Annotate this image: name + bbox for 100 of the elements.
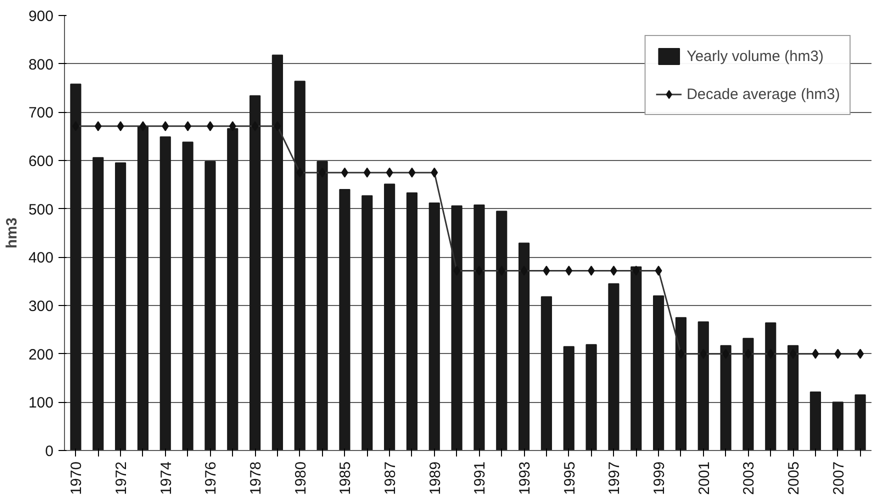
bar [316, 160, 328, 450]
point [834, 348, 842, 359]
bar [810, 392, 821, 450]
point [252, 121, 259, 132]
bar [384, 184, 396, 450]
bar [92, 157, 104, 450]
x-tick-label: 1974 [158, 461, 175, 495]
bar [742, 338, 754, 450]
x-tick-label: 1980 [292, 461, 310, 495]
bar [182, 142, 194, 450]
bar [272, 54, 283, 450]
x-tick-label: 1985 [337, 461, 354, 495]
bar [250, 95, 261, 450]
bar [518, 242, 530, 450]
point [229, 121, 236, 132]
x-tick-label: 1987 [382, 461, 400, 495]
x-tick-label: 1989 [426, 461, 444, 495]
bar [854, 394, 866, 450]
x-tick-label: 1995 [561, 461, 578, 495]
x-tick-label: 1976 [202, 461, 220, 495]
point [274, 121, 281, 132]
bar [204, 160, 216, 450]
bar [608, 283, 620, 450]
point [498, 266, 506, 276]
bar [788, 345, 799, 450]
x-tick-label: 1972 [113, 461, 130, 495]
x-tick-label: 2007 [830, 461, 848, 495]
point [767, 348, 774, 359]
bar [451, 205, 462, 450]
bar [70, 84, 82, 450]
point [722, 348, 730, 359]
point [812, 348, 819, 359]
x-tick-label: 2003 [740, 461, 758, 495]
y-tick-label: 600 [28, 153, 54, 170]
point [72, 121, 80, 132]
y-tick-label: 400 [28, 250, 54, 267]
x-tick-label: 2005 [786, 461, 803, 495]
point [453, 266, 460, 276]
y-tick-label: 500 [28, 201, 54, 218]
y-axis-title: hm3 [3, 218, 20, 248]
point [408, 168, 416, 178]
point [206, 121, 214, 132]
point [430, 168, 438, 178]
bar [160, 136, 171, 450]
bar [765, 322, 776, 450]
point [341, 168, 348, 178]
bar [294, 80, 306, 450]
bar [720, 345, 732, 450]
legend-label: Yearly volume (hm3) [686, 48, 824, 64]
point [677, 348, 684, 359]
legend-label: Decade average (hm3) [686, 86, 840, 102]
bar [474, 204, 485, 450]
point [296, 168, 304, 178]
x-tick-label: 1993 [516, 461, 534, 495]
bar [428, 202, 440, 450]
point [162, 121, 169, 132]
y-tick-label: 200 [28, 346, 54, 364]
y-tick-label: 900 [28, 8, 54, 25]
point [476, 266, 483, 276]
point [94, 121, 102, 132]
point [542, 266, 550, 276]
y-tick-label: 100 [28, 394, 54, 412]
y-tick-label: 800 [28, 56, 54, 74]
point [184, 121, 192, 132]
point [386, 168, 394, 178]
point [700, 348, 707, 359]
x-tick-label: 1997 [606, 461, 624, 495]
point [139, 121, 146, 132]
y-tick-label: 700 [28, 104, 54, 122]
bar [586, 344, 597, 450]
bar [115, 162, 126, 450]
bar [496, 210, 508, 450]
bar [339, 189, 350, 450]
point [318, 168, 326, 178]
point [588, 266, 595, 276]
bar [563, 346, 574, 450]
bar [406, 192, 418, 450]
point [364, 168, 371, 178]
bar [362, 195, 373, 450]
y-tick-label: 300 [28, 298, 54, 315]
point [655, 266, 662, 276]
bar [832, 402, 844, 450]
y-tick-label: 0 [45, 443, 54, 460]
x-tick-label: 1999 [651, 461, 668, 495]
x-tick-label: 1970 [68, 461, 86, 495]
point [744, 348, 752, 359]
point [565, 266, 572, 276]
point [856, 348, 864, 359]
x-tick-label: 2001 [696, 461, 713, 495]
point [520, 266, 528, 276]
point [117, 121, 124, 132]
bar [540, 296, 552, 450]
x-tick-label: 1991 [472, 461, 489, 495]
point [790, 348, 797, 359]
bar [630, 266, 642, 450]
x-tick-label: 1978 [248, 461, 265, 495]
bar [698, 321, 709, 450]
point [632, 266, 640, 276]
bar [653, 295, 664, 450]
bar [675, 317, 686, 450]
